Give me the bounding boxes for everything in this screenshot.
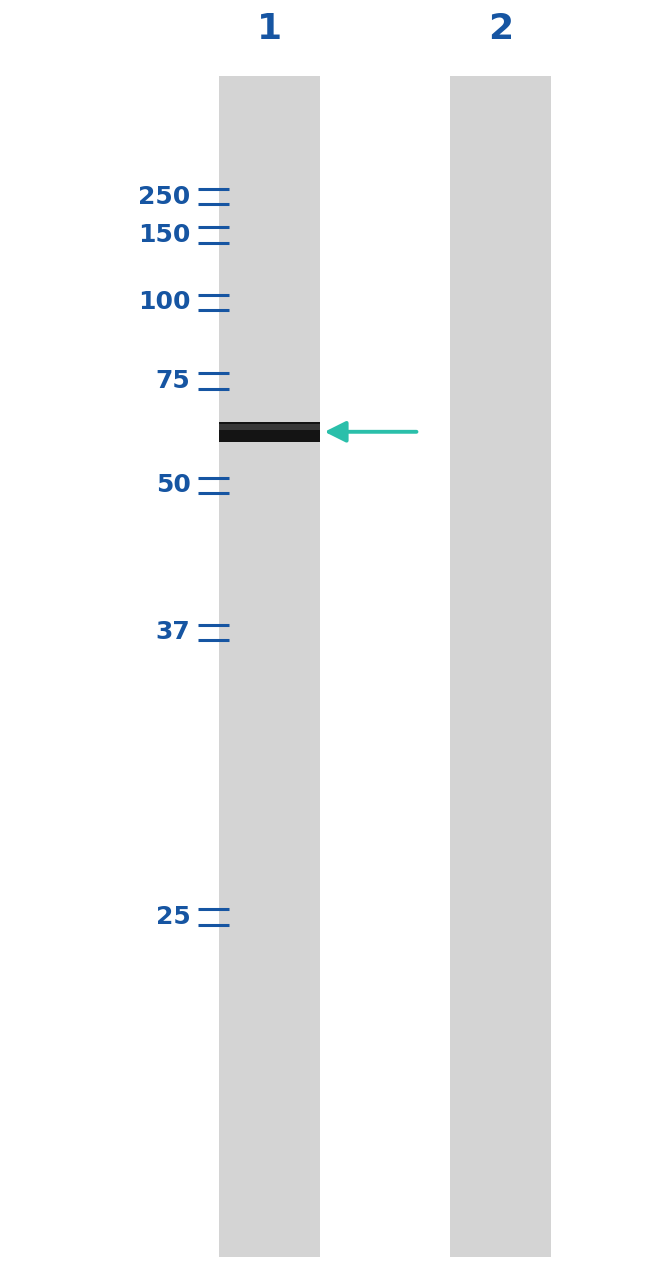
Bar bbox=[450, 76, 551, 1257]
Text: 2: 2 bbox=[488, 11, 513, 46]
Text: 50: 50 bbox=[155, 474, 190, 497]
Text: 100: 100 bbox=[138, 291, 190, 314]
Text: 37: 37 bbox=[156, 621, 190, 644]
Text: 150: 150 bbox=[138, 224, 190, 246]
Bar bbox=[219, 424, 320, 429]
Bar bbox=[219, 422, 320, 442]
Bar bbox=[219, 76, 320, 1257]
Text: 75: 75 bbox=[156, 370, 190, 392]
Text: 1: 1 bbox=[257, 11, 282, 46]
Text: 25: 25 bbox=[156, 906, 190, 928]
Text: 250: 250 bbox=[138, 185, 190, 208]
